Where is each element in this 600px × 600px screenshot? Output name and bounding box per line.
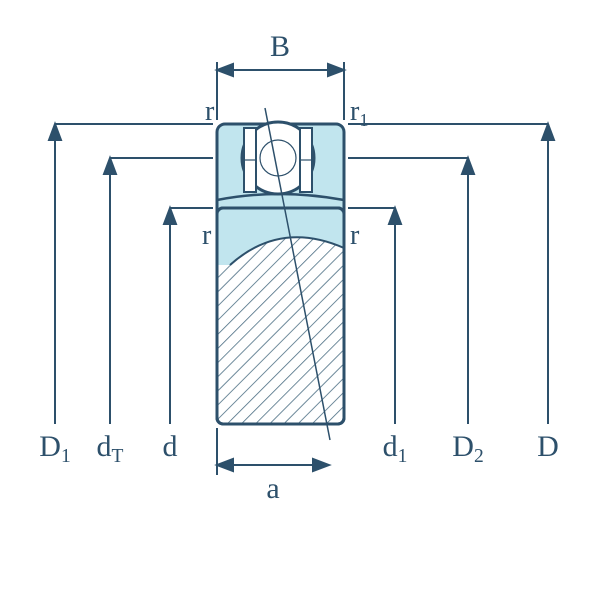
svg-text:r: r [205,96,215,127]
svg-text:D2: D2 [452,430,483,467]
svg-text:dT: dT [97,430,124,467]
svg-text:r: r [350,220,360,251]
dim-D1: D1 [39,124,213,467]
label-B: B [270,30,290,63]
ball [242,122,314,194]
svg-text:d1: d1 [383,430,408,467]
dim-D: D [348,124,559,463]
label-a: a [266,472,279,505]
dim-a: a [217,428,329,505]
label-r1-tr: r1 [350,96,368,130]
inner-race [217,208,344,424]
label-r-bl: r [202,220,212,251]
svg-text:r: r [202,220,212,251]
label-r-br: r [350,220,360,251]
label-D: D [537,430,559,463]
dim-dT: dT [97,158,213,467]
label-r-tl: r [205,96,215,127]
svg-text:r1: r1 [350,96,368,130]
label-d: d [163,430,178,463]
dim-D2: D2 [348,158,484,467]
dim-B: B [217,30,344,120]
svg-text:D1: D1 [39,430,70,467]
